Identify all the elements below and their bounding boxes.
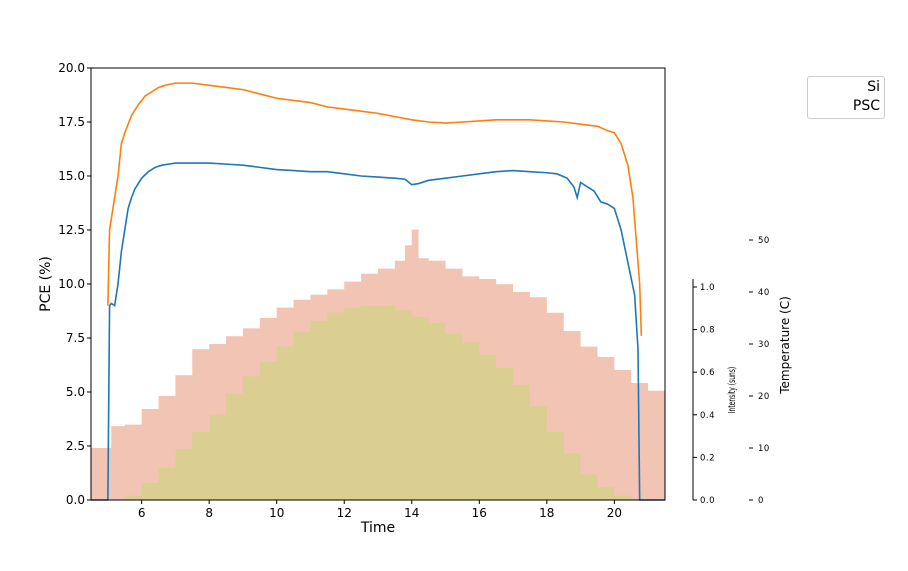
temperature-axis-label: Temperature (C) <box>778 296 792 395</box>
x-tick-label: 18 <box>539 506 554 520</box>
intensity-tick-label: 0.6 <box>700 368 715 378</box>
intensity-axis: 0.0 0.2 0.4 0.6 0.8 1.0 <box>692 279 715 506</box>
legend-item-psc: PSC <box>852 98 880 114</box>
y-tick-label: 7.5 <box>66 331 85 345</box>
x-tick-label: 20 <box>607 506 622 520</box>
x-axis: 6 8 10 12 14 16 18 20 <box>138 500 622 520</box>
y-axis: 0.0 2.5 5.0 7.5 10.0 12.5 15.0 17.5 20.0 <box>58 61 91 507</box>
intensity-tick-label: 0.0 <box>700 496 715 506</box>
y-tick-label: 17.5 <box>58 115 85 129</box>
intensity-tick-label: 1.0 <box>700 283 715 293</box>
temperature-tick-label: 20 <box>758 392 770 402</box>
y-tick-label: 12.5 <box>58 223 85 237</box>
intensity-area <box>91 306 665 500</box>
y-tick-label: 2.5 <box>66 439 85 453</box>
temperature-axis: 0 10 20 30 40 50 <box>749 236 770 506</box>
y-axis-label: PCE (%) <box>38 256 54 312</box>
y-tick-label: 0.0 <box>66 493 85 507</box>
y-tick-label: 20.0 <box>58 61 85 75</box>
temperature-tick-label: 30 <box>758 340 770 350</box>
x-tick-label: 12 <box>337 506 352 520</box>
pce-lines <box>91 82 665 501</box>
intensity-axis-label: Intensity (suns) <box>725 367 737 413</box>
legend-item-si: Si <box>867 79 880 95</box>
intensity-tick-label: 0.4 <box>700 411 715 421</box>
intensity-tick-label: 0.2 <box>700 453 715 463</box>
x-tick-label: 8 <box>205 506 213 520</box>
x-axis-label: Time <box>360 520 395 536</box>
y-tick-label: 10.0 <box>58 277 85 291</box>
background-areas <box>91 229 665 500</box>
y-tick-label: 15.0 <box>58 169 85 183</box>
temperature-tick-label: 0 <box>758 496 764 506</box>
y-tick-label: 5.0 <box>66 385 85 399</box>
temperature-tick-label: 40 <box>758 288 770 298</box>
temperature-tick-label: 50 <box>758 236 770 246</box>
intensity-tick-label: 0.8 <box>700 326 715 336</box>
x-tick-label: 16 <box>472 506 487 520</box>
x-tick-label: 10 <box>269 506 284 520</box>
x-tick-label: 6 <box>138 506 146 520</box>
temperature-tick-label: 10 <box>758 444 770 454</box>
series-line-psc <box>107 82 643 336</box>
series-line-si <box>91 162 665 501</box>
x-tick-label: 14 <box>404 506 419 520</box>
legend: Si PSC <box>807 76 885 119</box>
